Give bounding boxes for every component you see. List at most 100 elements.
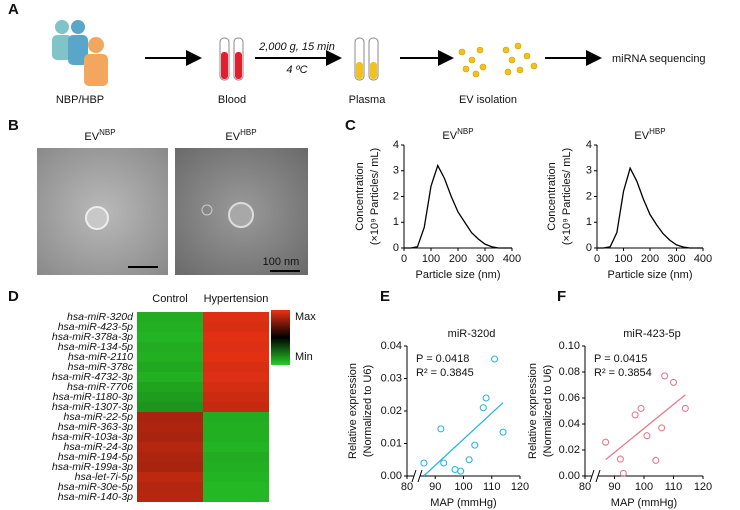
x-tick-label: 300: [476, 253, 494, 265]
heat-cell: [137, 382, 203, 392]
heat-cell: [137, 342, 203, 352]
heat-cell: [203, 462, 269, 472]
row-label: hsa-miR-2110: [68, 351, 133, 363]
title-base: EV: [634, 130, 649, 142]
x-axis-label: Particle size (nm): [608, 269, 693, 281]
row-label: hsa-miR-22-5p: [64, 411, 134, 423]
heat-cell: [203, 452, 269, 462]
trend-line: [605, 394, 686, 461]
heat-cell: [203, 412, 269, 422]
x-tick-label: 110: [483, 481, 501, 493]
y-tick-label: 4: [393, 139, 399, 151]
row-label: hsa-miR-4732-3p: [52, 371, 133, 383]
row-label: hsa-miR-134-5p: [58, 341, 133, 353]
y-axis-label: Concentration: [354, 162, 366, 231]
x-tick-label: 400: [694, 253, 712, 265]
y-axis-label: Concentration: [546, 162, 558, 231]
point: [482, 394, 490, 402]
heat-cell: [203, 342, 269, 352]
row-label: hsa-miR-103a-3p: [52, 431, 133, 443]
heat-cell: [137, 482, 203, 492]
colorbar-label: Min: [295, 351, 313, 363]
row-label: hsa-miR-140-3p: [58, 491, 133, 503]
x-tick-label: 100: [422, 253, 440, 265]
y-tick-label: 2: [586, 190, 592, 202]
x-tick-label: 100: [614, 253, 632, 265]
y-tick-label: 0: [393, 242, 399, 254]
heat-cell: [203, 362, 269, 372]
heat-cell: [203, 382, 269, 392]
point: [619, 469, 627, 477]
title-sup: NBP: [99, 128, 115, 137]
y-tick-label: 0.01: [381, 437, 402, 449]
point: [420, 459, 428, 467]
heat-cell: [203, 312, 269, 322]
panel-label: D: [8, 288, 19, 305]
heat-cell: [137, 492, 203, 502]
colorbar: [271, 310, 290, 365]
chart-title: EVNBP: [442, 127, 473, 142]
point: [669, 378, 678, 386]
title-base: EV: [84, 131, 99, 143]
step-label: EV isolation: [459, 94, 517, 106]
y-tick-label: 1: [586, 216, 592, 228]
heat-cell: [137, 392, 203, 402]
row-label: hsa-miR-1307-3p: [52, 401, 133, 413]
micrograph-hbp: [175, 148, 308, 275]
x-tick-label: 200: [641, 253, 659, 265]
point: [440, 459, 448, 467]
column-label: Control: [152, 293, 187, 305]
y-tick-label: 0.08: [559, 366, 580, 378]
panel-label: B: [8, 117, 19, 134]
step-label: Blood: [218, 94, 246, 106]
y-tick-label: 0.03: [381, 372, 402, 384]
curve: [404, 163, 512, 249]
x-axis-label: MAP (mmHg): [611, 497, 677, 509]
y-tick-label: 0.00: [559, 470, 580, 482]
y-tick-label: 0.00: [381, 470, 402, 482]
heat-cell: [137, 332, 203, 342]
step-label: Plasma: [349, 94, 387, 106]
y-axis-label: (×10⁹ Particles/ mL): [561, 148, 573, 245]
point: [437, 425, 445, 433]
heat-cell: [137, 322, 203, 332]
heat-cell: [137, 422, 203, 432]
x-tick-label: 100: [454, 481, 472, 493]
row-label: hsa-miR-378c: [68, 361, 134, 373]
heat-cell: [203, 482, 269, 492]
point: [652, 456, 660, 464]
heat-cell: [137, 372, 203, 382]
heat-cell: [137, 462, 203, 472]
x-tick-label: 80: [401, 481, 413, 493]
x-tick-label: 110: [665, 481, 683, 493]
x-axis-label: MAP (mmHg): [430, 497, 496, 509]
point: [643, 432, 651, 440]
colorbar-label: Max: [295, 311, 316, 323]
y-axis-label: (Normalized to U6): [542, 365, 554, 457]
x-tick-label: 120: [511, 481, 529, 493]
heat-cell: [203, 332, 269, 342]
x-tick-label: 80: [579, 481, 591, 493]
y-axis-label: Relative expression: [527, 363, 539, 459]
y-tick-label: 0.02: [559, 444, 580, 456]
x-tick-label: 300: [667, 253, 685, 265]
row-label: hsa-miR-24-3p: [64, 441, 134, 453]
heat-cell: [137, 452, 203, 462]
y-tick-label: 0.04: [381, 340, 402, 352]
row-label: hsa-miR-1180-3p: [53, 391, 133, 403]
micrograph-nbp: [37, 148, 168, 275]
y-tick-label: 0: [586, 242, 592, 254]
y-tick-label: 0.10: [559, 340, 580, 352]
y-tick-label: 2: [393, 190, 399, 202]
axis-break: [417, 469, 423, 483]
point: [661, 372, 669, 380]
point: [451, 465, 459, 474]
centrifuge-label: 4 ºC: [286, 64, 307, 76]
x-axis-label: Particle size (nm): [416, 269, 501, 281]
heat-cell: [137, 432, 203, 442]
heat-cell: [203, 352, 269, 362]
heat-cell: [203, 442, 269, 452]
y-tick-label: 1: [393, 216, 399, 228]
x-tick-label: 100: [635, 481, 653, 493]
